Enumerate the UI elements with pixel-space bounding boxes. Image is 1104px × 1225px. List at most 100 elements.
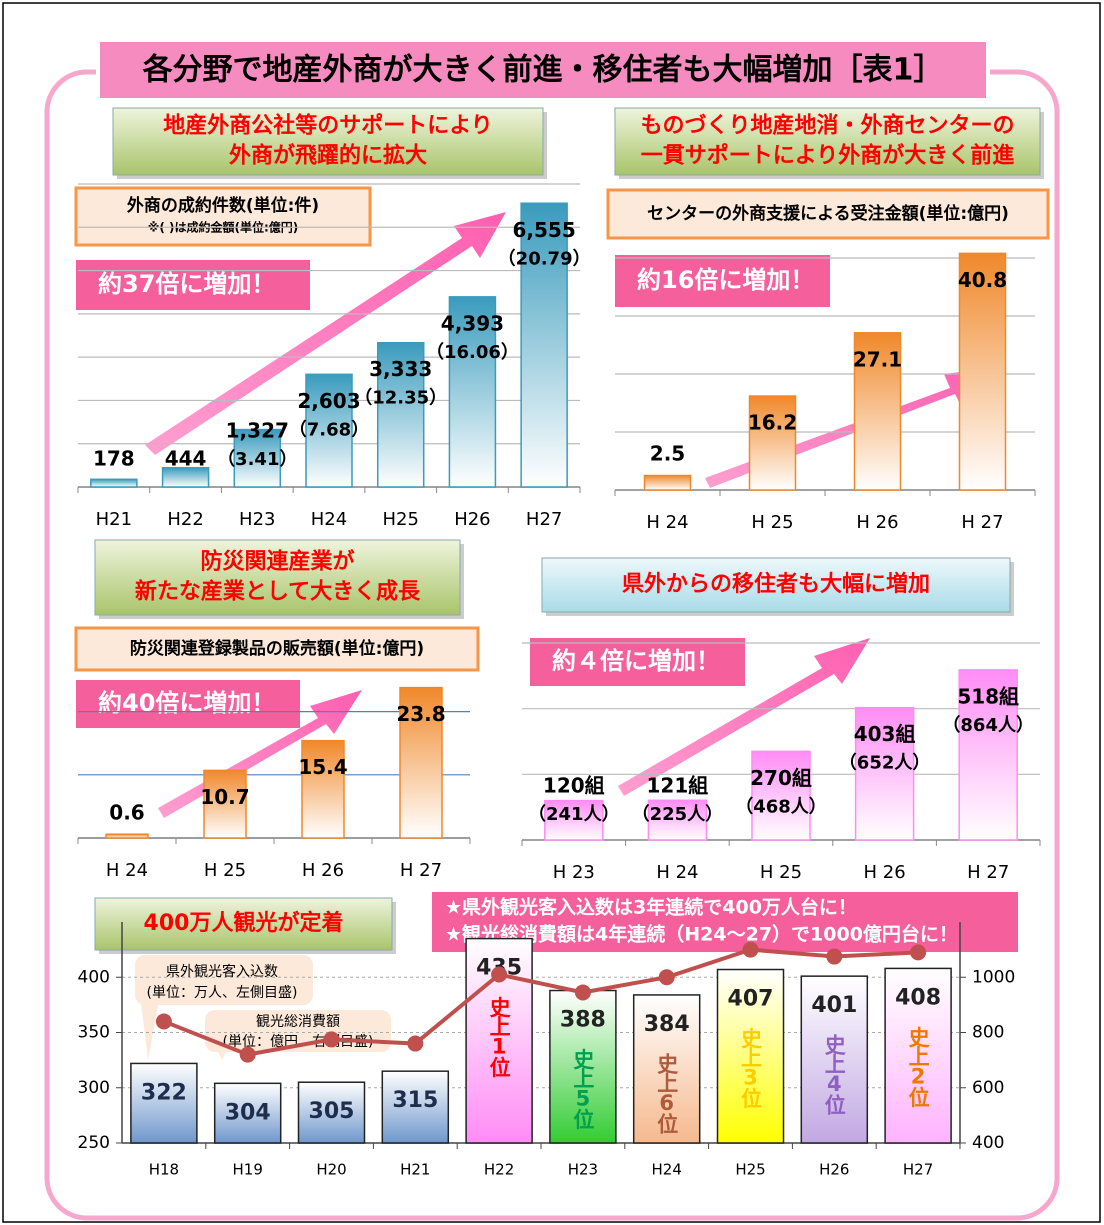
rank-label: 史上2位 [906, 1026, 930, 1107]
x-tick-label: H23 [568, 1161, 598, 1179]
panel-title: 外商が飛躍的に拡大 [229, 143, 427, 169]
x-tick-label: H 26 [302, 860, 344, 881]
legend-name: 観光総消費額 [256, 1013, 340, 1030]
value-label: 0.6 [109, 801, 144, 825]
panel-title: ものづくり地産地消・外商センターの [640, 113, 1014, 139]
arrow [145, 212, 506, 455]
panel-header [94, 539, 461, 616]
subtitle-box [74, 626, 480, 672]
panel-title: 防災関連産業が [200, 549, 354, 575]
y2-tick-label: 400 [972, 1133, 1004, 1153]
panel-title: 400万人観光が定着 [144, 910, 344, 936]
x-tick-label: H23 [239, 509, 275, 530]
value-label: 16.2 [748, 411, 797, 435]
value-label: 3,333 [369, 357, 432, 381]
bar [884, 967, 952, 1144]
line-marker [239, 1046, 256, 1063]
value-label: 322 [141, 1080, 187, 1105]
line-marker [155, 1013, 172, 1030]
bar [448, 296, 497, 488]
bar [549, 989, 617, 1144]
value-label: 27.1 [853, 347, 902, 371]
value-label: 408 [895, 985, 941, 1010]
arrow [618, 638, 870, 796]
subtitle: 外商の成約件数(単位:件) [127, 195, 319, 216]
panel-header [112, 107, 544, 176]
x-tick-label: H 27 [961, 512, 1003, 533]
annotation: 約40倍に増加！ [98, 689, 275, 717]
x-tick-label: H20 [316, 1161, 346, 1179]
bar [305, 373, 353, 488]
y-tick-label: 300 [78, 1078, 110, 1098]
bar [130, 1062, 198, 1144]
x-tick-label: H 23 [553, 862, 595, 883]
title: 各分野で地産外商が大きく前進・移住者も大幅増加［表1］ [142, 53, 944, 88]
y-tick-label: 250 [78, 1133, 110, 1153]
x-tick-label: H27 [903, 1161, 933, 1179]
bar [854, 706, 915, 841]
value-label: 23.8 [396, 702, 445, 726]
value-label: 403組 [854, 722, 916, 746]
value-label: 6,555 [513, 218, 576, 242]
bar [643, 474, 692, 491]
rank-label: 史上5位 [571, 1049, 595, 1130]
line-marker [574, 984, 591, 1001]
y-tick-label: 400 [78, 967, 110, 987]
panel-title: 新たな産業として大きく成長 [135, 579, 421, 605]
x-tick-label: H 27 [967, 862, 1009, 883]
panel-title: 一貫サポートにより外商が大きく前進 [641, 143, 1015, 169]
bar [213, 1082, 282, 1144]
x-tick-label: H 24 [646, 512, 688, 533]
x-tick-label: H 26 [856, 512, 898, 533]
value-label: 518組 [957, 684, 1019, 708]
value-label: 4,393 [441, 311, 504, 335]
bar [161, 467, 210, 488]
panel-title: 地産外商公社等のサポートにより [163, 113, 493, 139]
x-tick-label: H25 [735, 1161, 765, 1179]
amount-label: （652人） [839, 753, 931, 774]
x-tick-label: H21 [96, 509, 132, 530]
x-tick-label: H26 [454, 509, 490, 530]
panel-title: 県外からの移住者も大幅に増加 [622, 571, 930, 597]
bar [647, 799, 708, 841]
line-marker [910, 944, 927, 961]
line-marker [323, 1031, 340, 1048]
banner: ★県外観光客入込数は3年連続で400万人台に！ [445, 896, 857, 919]
value-label: 304 [225, 1100, 271, 1125]
annotation: 約37倍に増加！ [98, 270, 275, 298]
bar [544, 799, 604, 841]
amount-label: （225人） [632, 804, 724, 825]
line-marker [407, 1035, 424, 1052]
bar [958, 669, 1018, 841]
bar [800, 975, 869, 1144]
value-label: 1,327 [226, 419, 289, 443]
bar [90, 478, 138, 488]
line-marker [491, 966, 508, 983]
panel-header [541, 557, 1011, 613]
legend-name: 県外観光客入込数 [166, 963, 278, 980]
subtitle: センターの外商支援による受注金額(単位:億円) [647, 203, 1009, 224]
bar [520, 202, 568, 488]
value-label: 2,603 [297, 389, 360, 413]
x-tick-label: H 24 [106, 860, 148, 881]
y2-tick-label: 800 [972, 1023, 1004, 1043]
value-label: 305 [309, 1099, 355, 1124]
bar [381, 1070, 450, 1144]
bar [301, 739, 345, 839]
y2-tick-label: 600 [972, 1078, 1004, 1098]
value-label: 444 [165, 447, 207, 471]
subtitle: 防災関連登録製品の販売額(単位:億円) [130, 638, 424, 659]
subtitle-box [74, 186, 372, 247]
banner: ★観光総消費額は4年連続（H24～27）で1000億円台に！ [445, 923, 958, 946]
value-label: 384 [644, 1012, 690, 1037]
x-tick-label: H 24 [656, 862, 698, 883]
amount-label: （16.06） [426, 342, 519, 363]
y-tick-label: 350 [78, 1023, 110, 1043]
bar [297, 1081, 366, 1144]
value-label: 401 [811, 993, 857, 1018]
callout-tail [140, 995, 160, 1060]
value-label: 10.7 [200, 785, 249, 809]
x-tick-label: H 27 [400, 860, 442, 881]
